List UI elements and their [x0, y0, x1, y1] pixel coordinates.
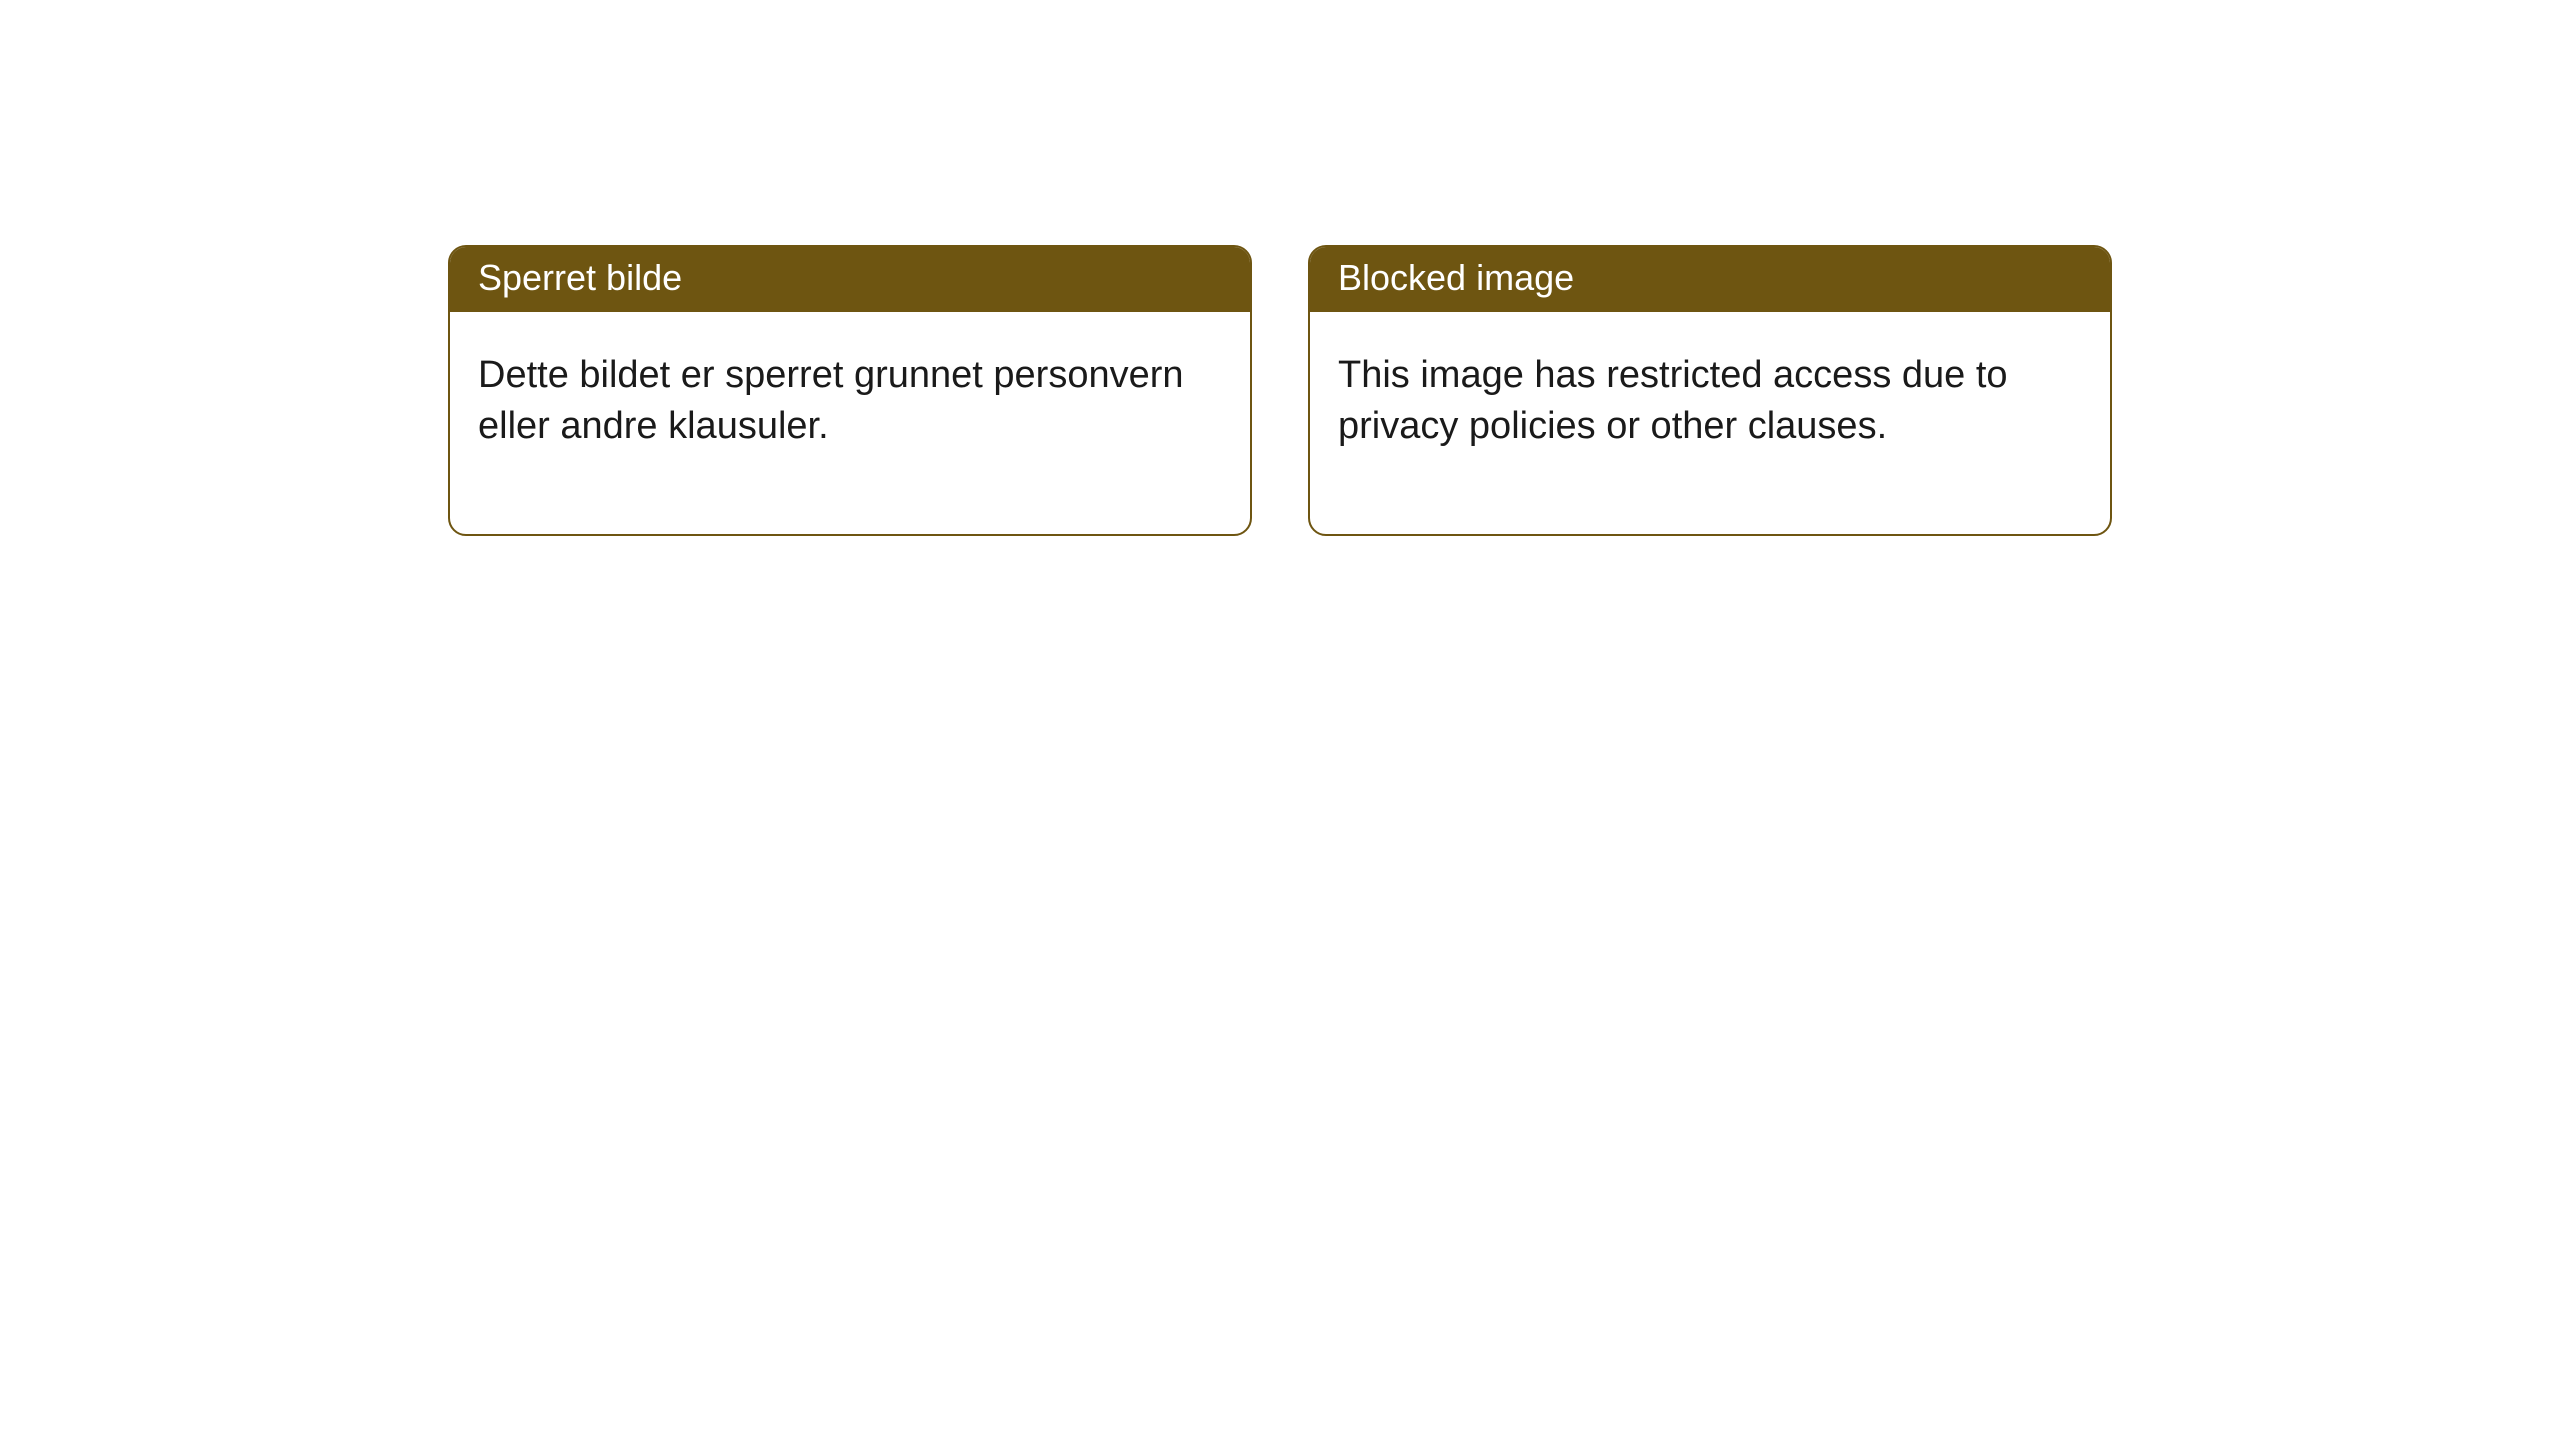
- card-body: Dette bildet er sperret grunnet personve…: [450, 312, 1250, 535]
- card-body-text: Dette bildet er sperret grunnet personve…: [478, 354, 1184, 447]
- notice-container: Sperret bilde Dette bildet er sperret gr…: [0, 0, 2560, 536]
- card-body-text: This image has restricted access due to …: [1338, 354, 2008, 447]
- card-body: This image has restricted access due to …: [1310, 312, 2110, 535]
- card-header: Sperret bilde: [450, 247, 1250, 312]
- card-title: Blocked image: [1338, 257, 1574, 298]
- blocked-image-card-no: Sperret bilde Dette bildet er sperret gr…: [448, 245, 1252, 536]
- blocked-image-card-en: Blocked image This image has restricted …: [1308, 245, 2112, 536]
- card-title: Sperret bilde: [478, 257, 682, 298]
- card-header: Blocked image: [1310, 247, 2110, 312]
